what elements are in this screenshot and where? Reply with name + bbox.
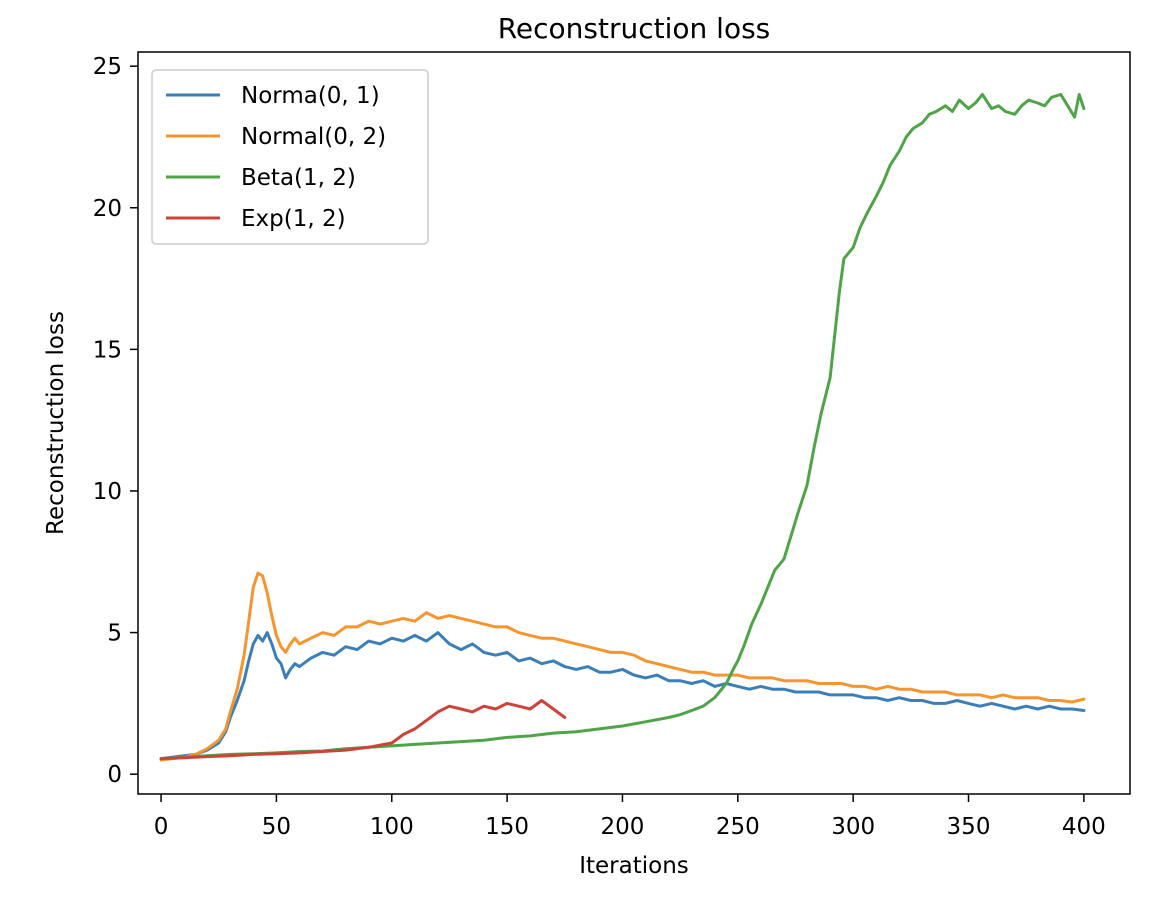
x-tick-label: 200 [601, 814, 645, 840]
y-tick-label: 20 [93, 196, 122, 222]
x-tick-label: 400 [1062, 814, 1106, 840]
series-line-0 [159, 631, 1086, 761]
axis-layer: 0 50 100 150 200 250 300 350 400 0 5 10 15 20 25 [93, 54, 1106, 840]
plot-frame [137, 51, 1131, 795]
x-axis-label: Iterations [579, 853, 689, 879]
legend-label-0: Norma(0, 1) [241, 83, 380, 109]
y-axis-label: Reconstruction loss [43, 311, 69, 535]
x-tick-label: 150 [485, 814, 529, 840]
x-tick-label: 350 [947, 814, 991, 840]
y-tick-label: 10 [93, 479, 122, 505]
y-tick-label: 5 [107, 621, 122, 647]
x-tick-label: 0 [154, 814, 169, 840]
y-tick-label: 15 [93, 337, 122, 363]
series-line-3 [159, 699, 567, 761]
x-tick-label: 250 [716, 814, 760, 840]
legend-items: Norma(0, 1) Normal(0, 2) Beta(1, 2) Exp(1, … [166, 83, 386, 232]
series-line-1 [159, 571, 1086, 762]
legend: Norma(0, 1) Normal(0, 2) Beta(1, 2) Exp(1, … [151, 69, 429, 245]
chart-title: Reconstruction loss [498, 12, 771, 45]
x-tick-label: 100 [370, 814, 414, 840]
legend-label-1: Normal(0, 2) [241, 124, 386, 150]
x-tick-label: 50 [262, 814, 291, 840]
legend-label-2: Beta(1, 2) [241, 165, 356, 191]
series-line-2 [159, 93, 1086, 761]
y-tick-label: 25 [93, 54, 122, 80]
legend-label-3: Exp(1, 2) [241, 206, 346, 232]
y-tick-label: 0 [107, 762, 122, 788]
series-layer [159, 93, 1086, 762]
x-tick-label: 300 [831, 814, 875, 840]
legend-box [151, 69, 429, 245]
